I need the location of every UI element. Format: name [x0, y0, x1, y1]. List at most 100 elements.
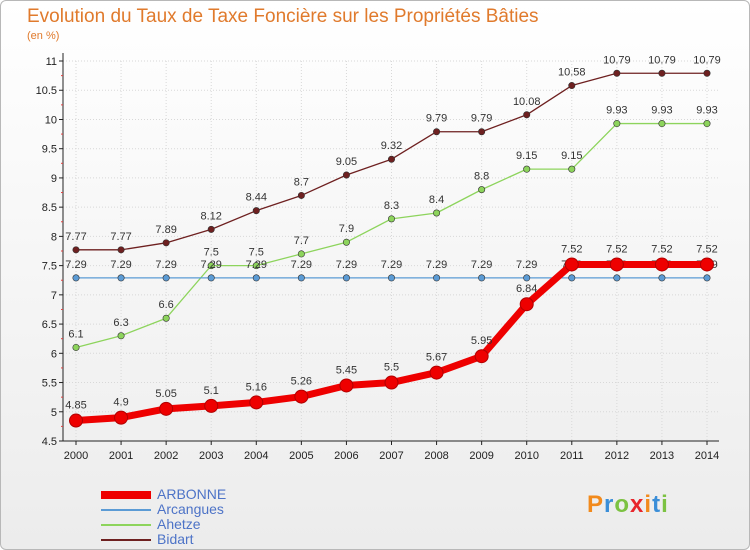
data-point [478, 186, 486, 194]
data-label: 8.8 [474, 171, 489, 183]
data-point [342, 238, 350, 246]
y-tick-label: 6.5 [42, 319, 57, 331]
y-tick-label: 10 [45, 114, 57, 126]
y-tick-label: 5.5 [42, 378, 57, 390]
y-tick-label: 11 [46, 56, 57, 68]
legend-item: Bidart [101, 532, 226, 547]
x-tick-label: 2010 [514, 450, 538, 462]
proxiti-logo: Proxiti [587, 491, 669, 519]
data-point [297, 274, 305, 282]
data-label: 10.79 [693, 54, 721, 66]
data-label: 7.52 [651, 243, 672, 255]
data-point [117, 274, 125, 282]
data-point [519, 297, 534, 312]
logo-letter: r [604, 491, 615, 518]
data-label: 7.5 [204, 247, 219, 259]
data-label: 7.7 [294, 235, 309, 247]
legend-label: ARBONNE [157, 486, 227, 502]
data-point [162, 314, 170, 322]
data-label: 7.29 [201, 259, 222, 271]
data-label: 9.93 [651, 105, 672, 117]
data-point [478, 274, 486, 282]
data-label: 10.79 [648, 54, 676, 66]
data-label: 4.9 [113, 397, 128, 409]
data-point [387, 215, 395, 223]
data-label: 7.29 [246, 259, 267, 271]
data-label: 9.93 [696, 105, 717, 117]
data-point [433, 274, 441, 282]
chart-legend: ARBONNE Arcangues Ahetze Bidart [101, 487, 226, 547]
data-point [564, 257, 579, 272]
data-point [703, 120, 711, 128]
data-point [294, 389, 309, 404]
data-point [433, 128, 441, 136]
data-label: 10.58 [558, 67, 586, 79]
logo-letter: o [614, 491, 631, 518]
data-point [207, 262, 215, 270]
logo-letter: i [661, 491, 669, 518]
data-label: 6.3 [113, 317, 128, 329]
data-point [339, 378, 354, 393]
data-point [117, 332, 125, 340]
data-label: 5.26 [291, 376, 312, 388]
logo-letter: x [630, 491, 645, 518]
data-label: 7.77 [110, 231, 131, 243]
legend-label: Ahetze [157, 516, 201, 532]
x-tick-label: 2012 [605, 450, 629, 462]
x-tick-label: 2002 [154, 450, 178, 462]
data-point [162, 274, 170, 282]
data-label: 7.29 [471, 259, 492, 271]
x-tick-label: 2014 [695, 450, 719, 462]
data-label: 7.29 [516, 259, 537, 271]
legend-item: Ahetze [101, 517, 226, 532]
unit-label: (en %) [27, 30, 60, 42]
data-point [658, 120, 666, 128]
data-point [568, 274, 576, 282]
y-tick-label: 9.5 [42, 144, 57, 156]
y-tick-label: 8 [51, 231, 57, 243]
data-label: 9.15 [561, 150, 582, 162]
logo-letter: i [644, 491, 653, 518]
data-label: 5.45 [336, 364, 357, 376]
data-label: 7.29 [426, 259, 447, 271]
data-label: 6.84 [516, 283, 537, 295]
data-label: 7.89 [155, 224, 176, 236]
legend-item: Arcangues [101, 502, 226, 517]
data-point [72, 246, 80, 254]
data-label: 8.44 [246, 192, 267, 204]
data-label: 8.4 [429, 194, 444, 206]
x-tick-label: 2007 [379, 450, 403, 462]
data-point [613, 274, 621, 282]
legend-label: Bidart [157, 531, 194, 547]
data-label: 10.79 [603, 54, 631, 66]
data-point [387, 274, 395, 282]
data-point [72, 274, 80, 282]
x-tick-label: 2005 [289, 450, 313, 462]
data-label: 7.52 [561, 243, 582, 255]
data-label: 5.16 [246, 381, 267, 393]
y-tick-label: 8.5 [42, 202, 57, 214]
data-label: 9.05 [336, 156, 357, 168]
data-point [297, 250, 305, 258]
logo-letter: P [587, 491, 605, 518]
data-point [207, 225, 215, 233]
y-tick-label: 4.5 [42, 436, 57, 448]
y-tick-label: 10.5 [36, 85, 57, 97]
data-point [249, 395, 264, 410]
data-point [117, 246, 125, 254]
data-label: 7.29 [336, 259, 357, 271]
x-tick-label: 2008 [424, 450, 448, 462]
data-label: 9.79 [426, 113, 447, 125]
data-point [658, 274, 666, 282]
data-point [658, 69, 666, 77]
data-label: 6.6 [158, 299, 173, 311]
data-label: 8.12 [201, 210, 222, 222]
y-tick-label: 6 [51, 348, 57, 360]
data-point [72, 343, 80, 351]
data-label: 9.79 [471, 113, 492, 125]
y-tick-label: 9 [51, 173, 57, 185]
data-label: 7.52 [696, 243, 717, 255]
legend-swatch [101, 490, 151, 499]
